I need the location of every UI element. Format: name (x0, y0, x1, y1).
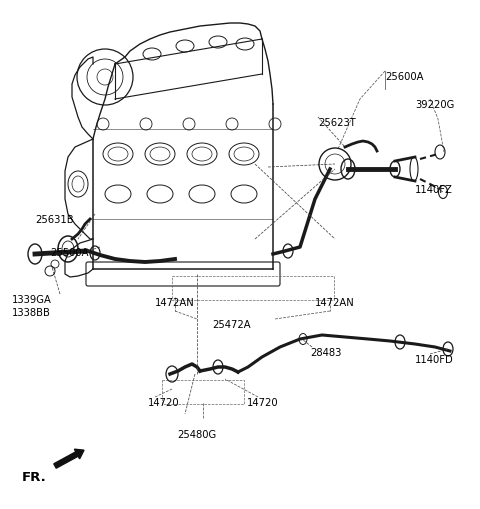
Text: 1472AN: 1472AN (155, 297, 195, 307)
Text: 25623T: 25623T (318, 118, 356, 128)
Text: 25600A: 25600A (385, 72, 423, 82)
Text: FR.: FR. (22, 471, 47, 484)
Text: 1338BB: 1338BB (12, 307, 51, 318)
Text: 1339GA: 1339GA (12, 294, 52, 304)
Text: 25480G: 25480G (178, 429, 216, 439)
Text: 1140FD: 1140FD (415, 354, 454, 364)
Text: 25472A: 25472A (213, 319, 252, 329)
Text: 25500A: 25500A (50, 247, 88, 258)
Text: 14720: 14720 (148, 397, 180, 407)
Text: 14720: 14720 (247, 397, 278, 407)
Text: 25631B: 25631B (35, 215, 73, 224)
Text: 1140FZ: 1140FZ (415, 185, 453, 194)
FancyArrow shape (54, 449, 84, 468)
Text: 28483: 28483 (310, 347, 341, 357)
Text: 39220G: 39220G (415, 100, 455, 110)
Text: 1472AN: 1472AN (315, 297, 355, 307)
